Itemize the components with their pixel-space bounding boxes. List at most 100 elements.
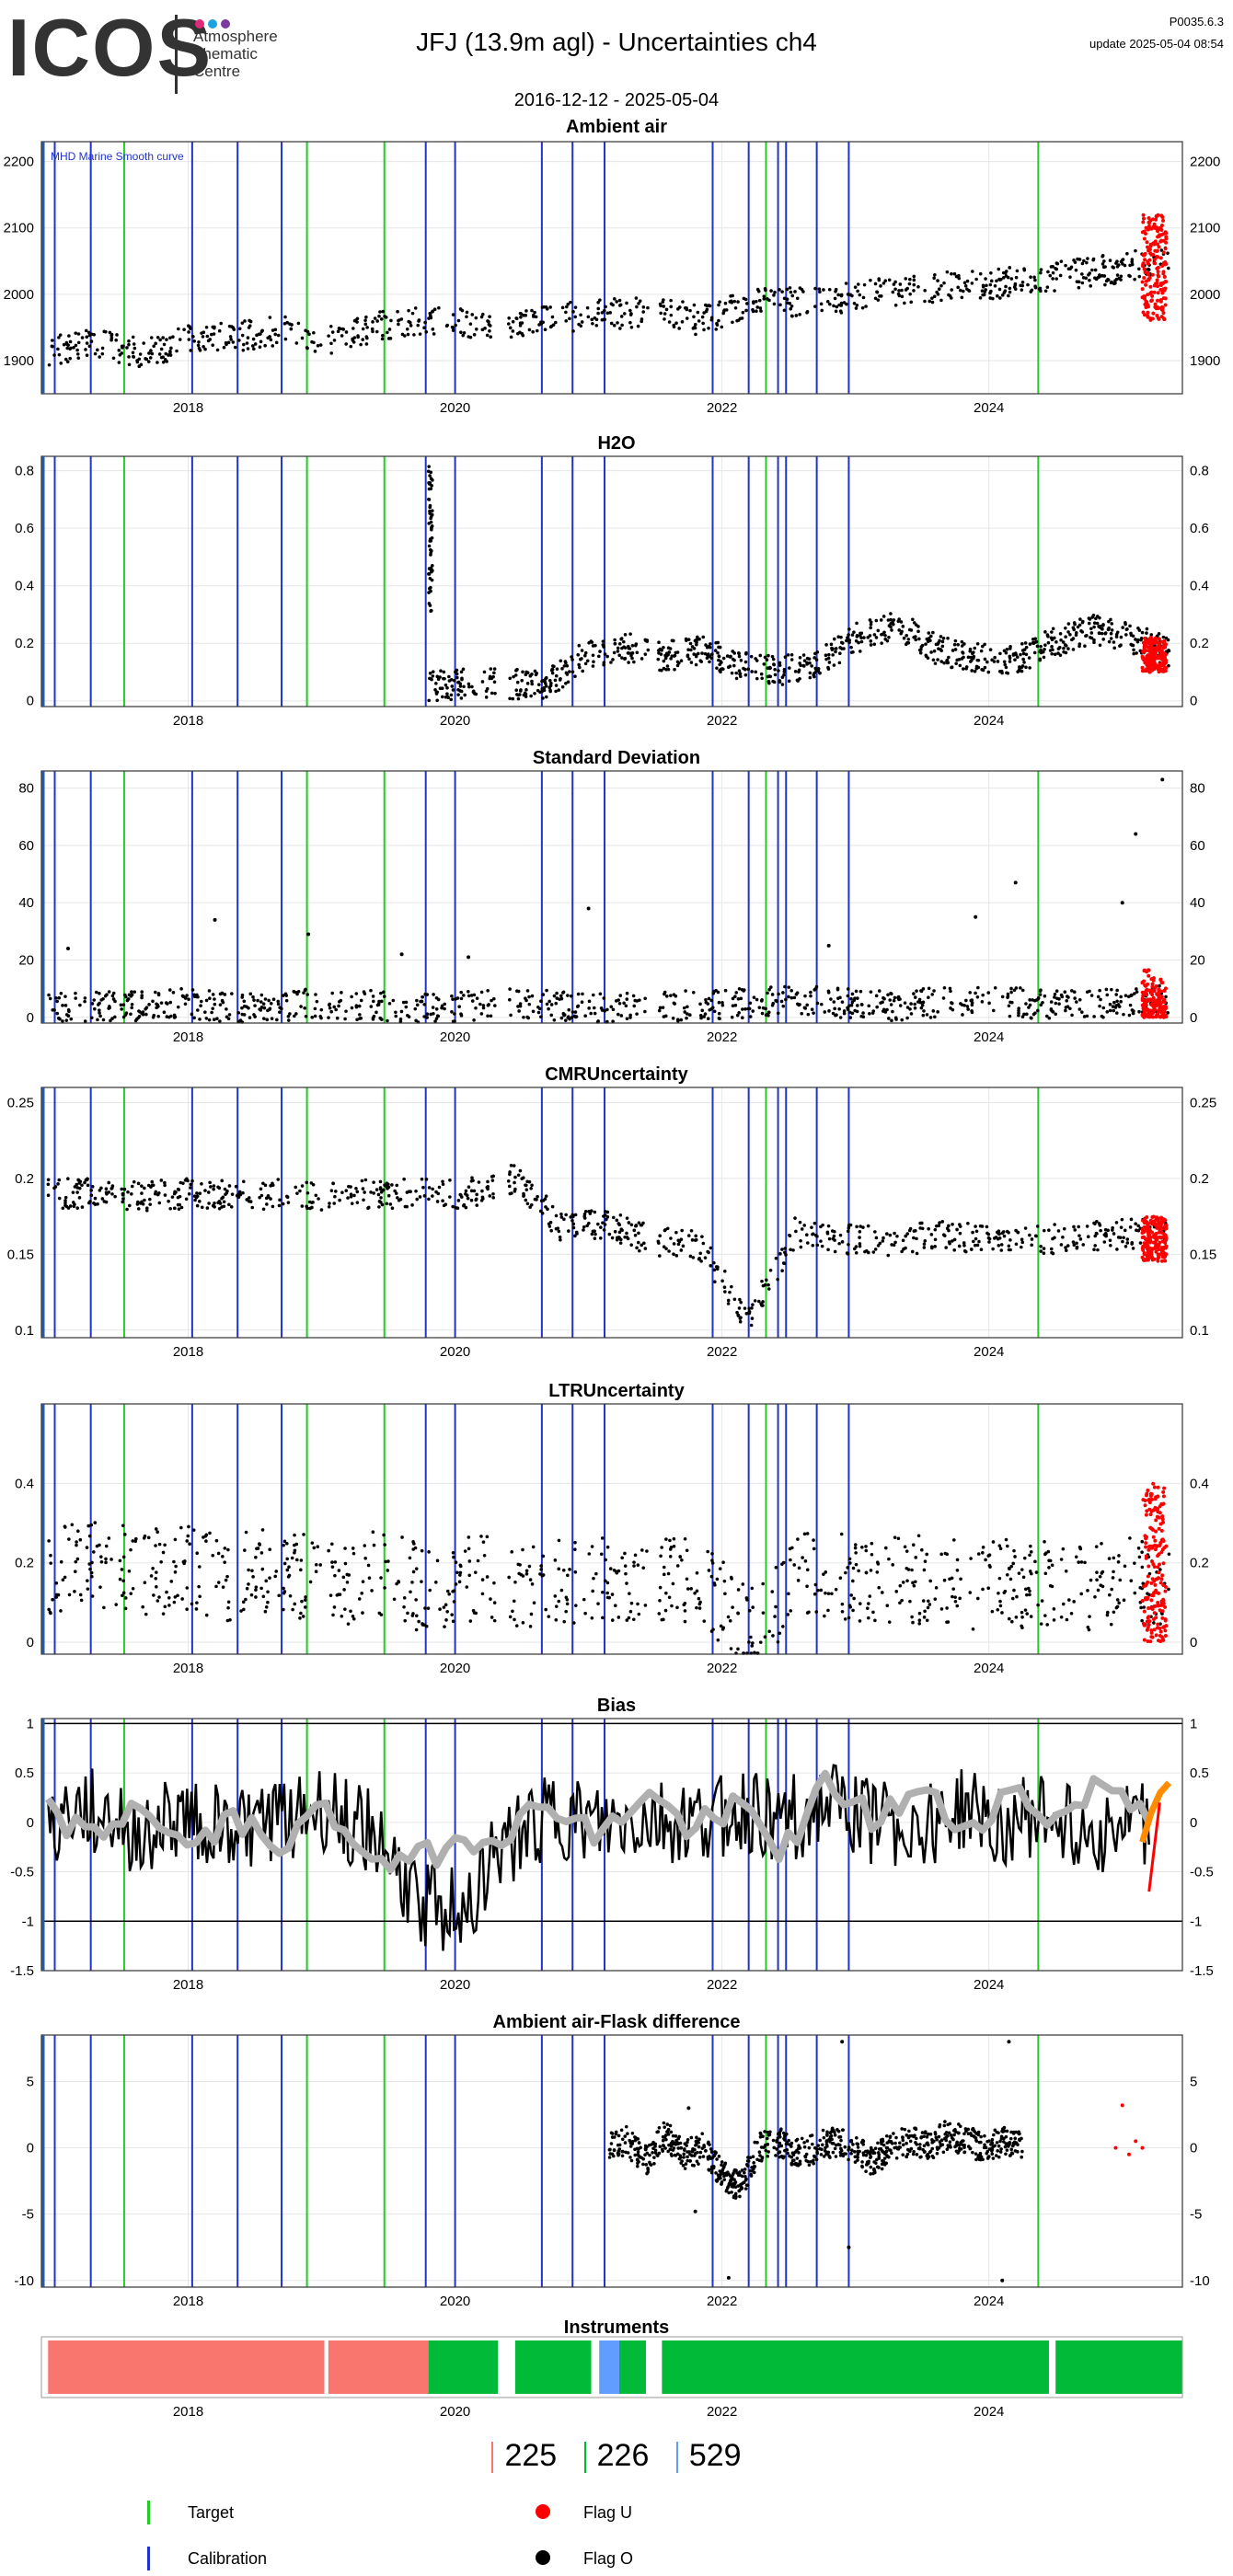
data-point: [524, 1198, 528, 1202]
flag-u-point: [1142, 1241, 1147, 1246]
data-point: [832, 637, 836, 641]
data-point: [997, 1236, 1002, 1240]
data-point: [176, 1202, 180, 1207]
data-point: [528, 673, 533, 678]
data-point: [351, 1547, 355, 1550]
data-point: [167, 1199, 170, 1203]
data-point: [84, 348, 87, 351]
data-point: [252, 347, 256, 351]
data-point: [271, 344, 275, 348]
data-point: [622, 639, 626, 644]
data-point: [122, 1533, 127, 1536]
data-point: [586, 315, 591, 319]
data-point: [148, 1202, 152, 1206]
data-point: [253, 1004, 257, 1007]
data-point: [689, 661, 694, 664]
data-point: [1068, 275, 1072, 279]
data-point: [912, 1229, 916, 1233]
data-point: [625, 997, 629, 1001]
data-point: [47, 1607, 51, 1612]
data-point: [512, 1164, 516, 1167]
data-point: [179, 1205, 184, 1210]
flag-u-point: [1157, 995, 1161, 1000]
data-point: [467, 1547, 471, 1551]
data-point: [880, 641, 883, 645]
data-point: [286, 1201, 291, 1204]
data-point: [1028, 998, 1031, 1002]
x-tick-label: 2018: [173, 400, 203, 416]
data-point: [998, 296, 1002, 300]
data-point: [247, 1582, 250, 1586]
outlier-point: [467, 955, 471, 960]
data-point: [1070, 638, 1074, 642]
data-point: [800, 1227, 804, 1231]
data-point: [1103, 282, 1107, 287]
data-point: [163, 1183, 167, 1188]
data-point: [59, 991, 63, 995]
data-point: [360, 1179, 364, 1183]
data-point: [371, 329, 375, 334]
data-point: [429, 677, 433, 681]
data-point: [1006, 671, 1010, 675]
flag-u-point: [1146, 1245, 1150, 1249]
data-point: [998, 1604, 1003, 1608]
flag-u-point: [1161, 250, 1166, 255]
data-point: [432, 993, 435, 996]
data-point: [965, 1005, 970, 1008]
data-point: [163, 1543, 167, 1547]
flag-u-point: [1147, 1239, 1152, 1244]
data-point: [549, 681, 553, 685]
data-point: [1129, 633, 1134, 638]
data-point: [486, 1014, 490, 1018]
data-point: [909, 300, 913, 305]
data-point: [434, 690, 439, 695]
data-point: [802, 1224, 807, 1227]
data-point: [208, 996, 212, 1001]
data-point: [834, 309, 838, 314]
data-point: [506, 322, 511, 326]
data-point: [775, 999, 778, 1004]
data-point: [1131, 1247, 1135, 1250]
flag-u-point: [1147, 258, 1152, 262]
data-point: [130, 1006, 133, 1010]
flag-u-point: [1155, 254, 1159, 259]
data-point: [667, 1249, 671, 1253]
data-point: [698, 1002, 702, 1006]
flag-u-point: [1158, 1222, 1163, 1226]
data-point: [1090, 615, 1095, 619]
data-point: [1058, 632, 1063, 636]
data-point: [962, 655, 965, 660]
data-point: [955, 1227, 959, 1232]
data-point: [64, 1018, 69, 1022]
chart-title: Ambient air: [566, 117, 667, 137]
data-point: [430, 484, 433, 488]
data-point: [330, 330, 335, 334]
data-point: [479, 990, 484, 995]
x-tick-label: 2022: [707, 1661, 737, 1676]
data-point: [1014, 275, 1019, 280]
data-point: [524, 998, 528, 1003]
data-point: [622, 312, 627, 316]
data-point: [490, 1179, 495, 1182]
data-point: [371, 995, 375, 998]
data-point: [1008, 1238, 1012, 1242]
data-point: [259, 993, 264, 997]
data-point: [169, 1014, 173, 1018]
data-point: [427, 1550, 431, 1554]
data-point: [233, 345, 237, 350]
data-point: [142, 341, 146, 345]
data-point: [264, 1605, 269, 1609]
data-point: [840, 1602, 845, 1606]
data-point: [130, 1192, 133, 1196]
data-point: [449, 693, 454, 697]
data-point: [215, 1017, 219, 1021]
data-point: [980, 1000, 985, 1004]
data-point: [966, 1007, 970, 1011]
data-point: [938, 638, 941, 643]
data-point: [107, 1536, 111, 1540]
data-point: [214, 1584, 218, 1589]
data-point: [451, 313, 455, 316]
data-point: [637, 302, 640, 305]
data-point: [591, 664, 595, 668]
data-point: [686, 1012, 689, 1016]
